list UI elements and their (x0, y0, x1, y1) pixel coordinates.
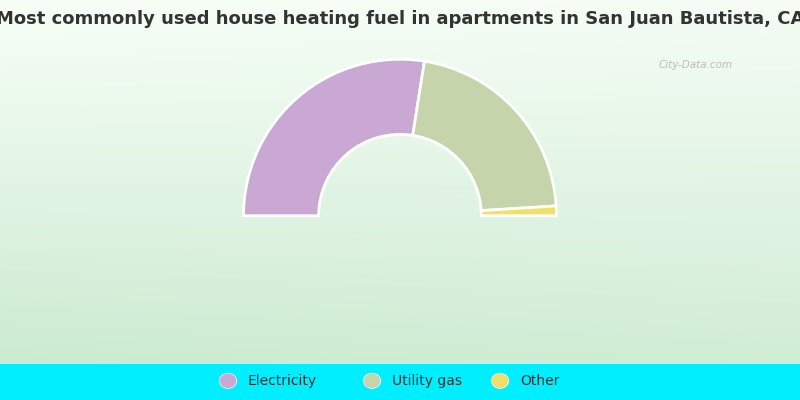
Text: Other: Other (520, 374, 559, 388)
Text: Utility gas: Utility gas (392, 374, 462, 388)
Text: Most commonly used house heating fuel in apartments in San Juan Bautista, CA: Most commonly used house heating fuel in… (0, 10, 800, 28)
Text: City-Data.com: City-Data.com (659, 60, 733, 70)
Wedge shape (481, 206, 557, 216)
Wedge shape (413, 61, 556, 211)
Ellipse shape (363, 373, 381, 388)
Text: Electricity: Electricity (248, 374, 317, 388)
Ellipse shape (491, 373, 509, 388)
Ellipse shape (219, 373, 237, 388)
Wedge shape (243, 59, 425, 216)
